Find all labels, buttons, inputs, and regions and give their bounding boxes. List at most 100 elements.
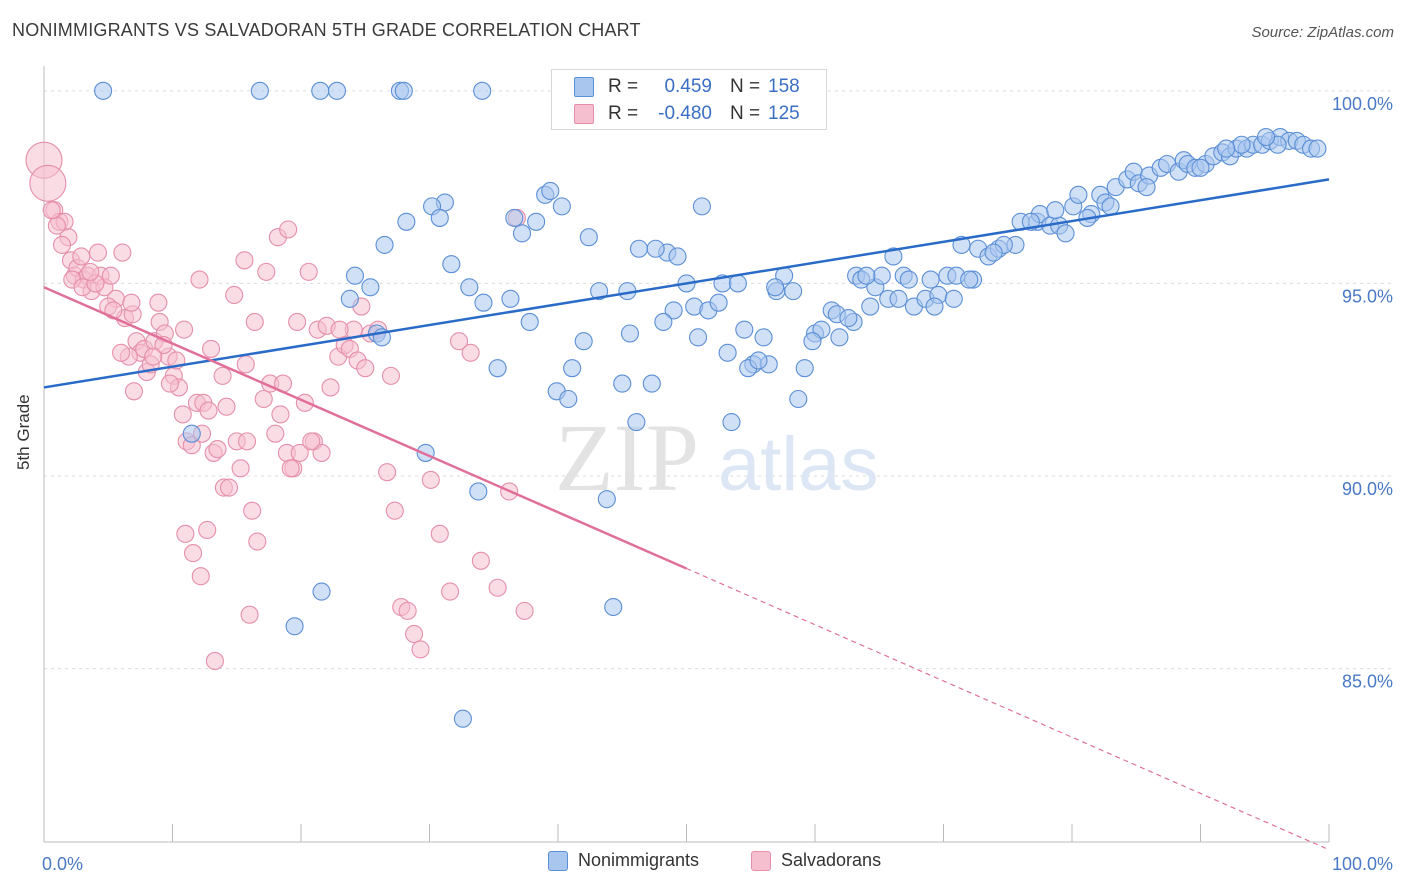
salvadorans-point <box>88 243 108 262</box>
nonimmigrants-point <box>1191 158 1210 177</box>
x-tick-label: 100.0% <box>1332 854 1393 874</box>
nonimmigrants-point <box>604 597 623 617</box>
salvadorans-point <box>271 405 290 424</box>
nonimmigrants-point <box>512 224 532 243</box>
nonimmigrants-point <box>453 709 472 728</box>
nonimmigrants-point <box>1056 224 1075 243</box>
salvadorans-point <box>101 266 120 285</box>
nonimmigrants-point <box>579 228 598 247</box>
nonimmigrants-point <box>889 289 908 308</box>
tick-labels: 85.0% 90.0% 95.0% 100.0% 0.0% 100.0% <box>42 94 1393 874</box>
salvadorans-point <box>124 382 143 401</box>
salvadorans-trend-extension <box>686 567 1330 851</box>
salvadorans-point <box>191 567 210 586</box>
nonimmigrants-point <box>664 301 683 320</box>
salvadorans-point <box>217 397 236 416</box>
watermark-atlas: atlas <box>718 422 879 507</box>
nonimmigrants-point <box>397 212 416 231</box>
nonimmigrants-point <box>597 490 616 509</box>
nonimmigrants-point <box>620 324 640 343</box>
salvadorans-point <box>356 359 375 378</box>
n-value: 125 <box>768 103 800 124</box>
salvadorans-point <box>441 582 460 601</box>
salvadorans-point <box>112 343 131 362</box>
salvadorans-point <box>515 601 534 620</box>
salvadorans-point <box>243 501 262 520</box>
nonimmigrants-point <box>899 270 918 289</box>
salvadorans-point <box>42 201 61 220</box>
r-value: 0.459 <box>664 76 712 97</box>
nonimmigrants-point <box>250 81 269 100</box>
nonimmigrants-point <box>795 359 814 378</box>
salvadorans-point <box>202 339 221 358</box>
nonimmigrants-point <box>803 332 822 351</box>
salvadorans-point <box>175 320 194 339</box>
nonimmigrants-point <box>285 617 304 636</box>
nonimmigrants-point <box>1308 139 1327 158</box>
nonimmigrants-point <box>345 266 365 285</box>
salvadorans-point <box>213 366 232 385</box>
y-tick-label: 85.0% <box>1342 672 1393 692</box>
nonimmigrants-point <box>442 255 461 274</box>
nonimmigrants-point <box>1137 178 1156 197</box>
salvadorans-point <box>257 262 276 281</box>
salvadorans-point <box>248 532 267 551</box>
watermark-zip: ZIP <box>555 404 699 511</box>
chart-title: NONIMMIGRANTS VS SALVADORAN 5TH GRADE CO… <box>12 20 641 40</box>
salvadorans-point <box>330 320 349 339</box>
salvadorans-point <box>411 640 430 659</box>
nonimmigrants-point <box>94 81 113 100</box>
salvadorans-point <box>225 285 244 305</box>
nonimmigrants-point <box>613 374 632 393</box>
salvadorans-point <box>471 551 490 570</box>
salvadorans-point <box>405 624 424 644</box>
watermark: ZIP atlas <box>555 404 879 511</box>
nonimmigrants-point <box>668 247 687 266</box>
nonimmigrants-point <box>921 270 940 289</box>
y-tick-label: 95.0% <box>1342 286 1393 306</box>
salvadorans-point <box>199 401 218 420</box>
nonimmigrants-point <box>505 208 524 227</box>
nonimmigrants-point <box>375 235 394 254</box>
nonimmigrants-point <box>861 297 880 316</box>
stats-row-nonimmigrants: R = 0.459 N = 158 <box>574 75 800 99</box>
legend-item-salvadorans[interactable]: Salvadorans <box>751 850 881 871</box>
nonimmigrants-point <box>692 197 711 216</box>
salvadorans-point <box>461 343 480 362</box>
salvadorans-point <box>219 478 239 497</box>
y-tick-label: 100.0% <box>1332 94 1393 114</box>
nonimmigrants-point <box>574 332 593 351</box>
salvadorans-point <box>198 520 217 540</box>
salvadorans-point <box>236 355 255 374</box>
nonimmigrants-point <box>735 320 754 339</box>
nonimmigrants-point <box>590 282 609 301</box>
legend-label: Salvadorans <box>781 850 882 870</box>
nonimmigrants-points <box>94 81 1327 728</box>
salvadorans-point <box>208 440 227 459</box>
legend-item-nonimmigrants[interactable]: Nonimmigrants <box>548 850 699 871</box>
salvadorans-points <box>25 141 534 670</box>
legend-label: Nonimmigrants <box>578 850 700 870</box>
nonimmigrants-point <box>722 413 741 432</box>
nonimmigrants-point <box>728 274 747 293</box>
salvadorans-point <box>385 501 404 520</box>
nonimmigrants-point <box>394 81 413 100</box>
nonimmigrants-point <box>541 181 560 201</box>
r-label: R = <box>608 76 639 97</box>
n-value: 158 <box>768 76 800 97</box>
stats-legend: R = 0.459 N = 158 R = -0.480 N = 125 <box>551 69 827 130</box>
nonimmigrants-point <box>857 266 876 285</box>
nonimmigrants-point <box>749 351 768 370</box>
salvadorans-point <box>266 424 285 443</box>
nonimmigrants-point <box>646 239 665 258</box>
salvadorans-point <box>245 312 264 332</box>
salvadorans-point <box>176 524 195 543</box>
nonimmigrants-point <box>960 270 979 289</box>
nonimmigrants-point <box>527 212 546 231</box>
salvadorans-point <box>281 459 300 478</box>
salvadorans-point <box>160 374 179 393</box>
nonimmigrants-point <box>1101 197 1120 216</box>
salvadorans-point <box>279 220 298 239</box>
nonimmigrants-point <box>1256 127 1276 147</box>
